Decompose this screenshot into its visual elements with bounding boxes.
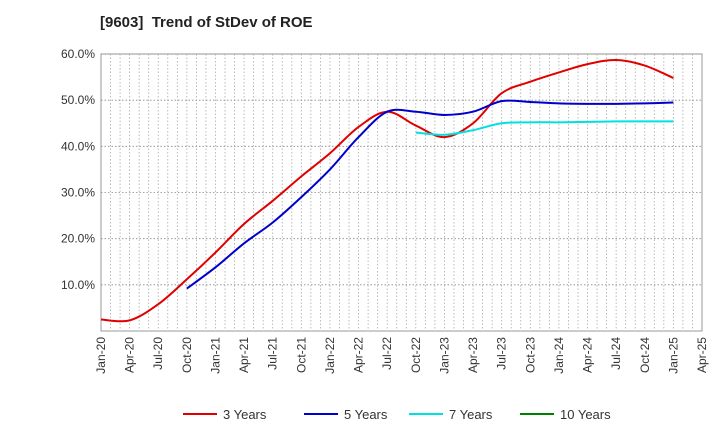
x-tick-label: Jul-23 xyxy=(495,337,509,370)
x-tick-label: Apr-24 xyxy=(581,337,595,373)
x-tick-label: Oct-20 xyxy=(180,337,194,373)
y-tick-label: 50.0% xyxy=(61,93,95,107)
x-tick-label: Apr-25 xyxy=(695,337,709,373)
series-line-5-years xyxy=(186,99,674,290)
y-tick-label: 20.0% xyxy=(61,232,95,246)
y-tick-label: 60.0% xyxy=(61,47,95,61)
legend-label: 10 Years xyxy=(560,407,611,422)
x-tick-label: Jul-22 xyxy=(380,337,394,370)
x-tick-label: Oct-24 xyxy=(638,337,652,373)
x-tick-label: Jan-23 xyxy=(437,337,451,374)
series-line-7-years xyxy=(415,120,674,136)
x-tick-label: Jan-20 xyxy=(94,337,108,374)
x-tick-label: Apr-23 xyxy=(466,337,480,373)
plot-area xyxy=(100,53,703,332)
x-tick-label: Jul-20 xyxy=(151,337,165,370)
x-tick-label: Jul-21 xyxy=(266,337,280,370)
y-tick-label: 30.0% xyxy=(61,186,95,200)
x-tick-label: Apr-21 xyxy=(237,337,251,373)
x-tick-label: Oct-21 xyxy=(294,337,308,373)
y-tick-label: 10.0% xyxy=(61,278,95,292)
legend-label: 3 Years xyxy=(223,407,267,422)
legend-label: 7 Years xyxy=(449,407,493,422)
chart-title: [9603] Trend of StDev of ROE xyxy=(100,14,313,31)
x-tick-label: Jan-22 xyxy=(323,337,337,374)
y-tick-label: 40.0% xyxy=(61,139,95,153)
legend-label: 5 Years xyxy=(344,407,388,422)
x-tick-label: Apr-22 xyxy=(352,337,366,373)
x-tick-label: Jul-24 xyxy=(609,337,623,370)
x-tick-label: Jan-25 xyxy=(666,337,680,374)
x-tick-label: Oct-23 xyxy=(523,337,537,373)
x-tick-label: Oct-22 xyxy=(409,337,423,373)
x-tick-label: Jan-24 xyxy=(552,337,566,374)
x-tick-label: Jan-21 xyxy=(208,337,222,374)
x-tick-label: Apr-20 xyxy=(123,337,137,373)
